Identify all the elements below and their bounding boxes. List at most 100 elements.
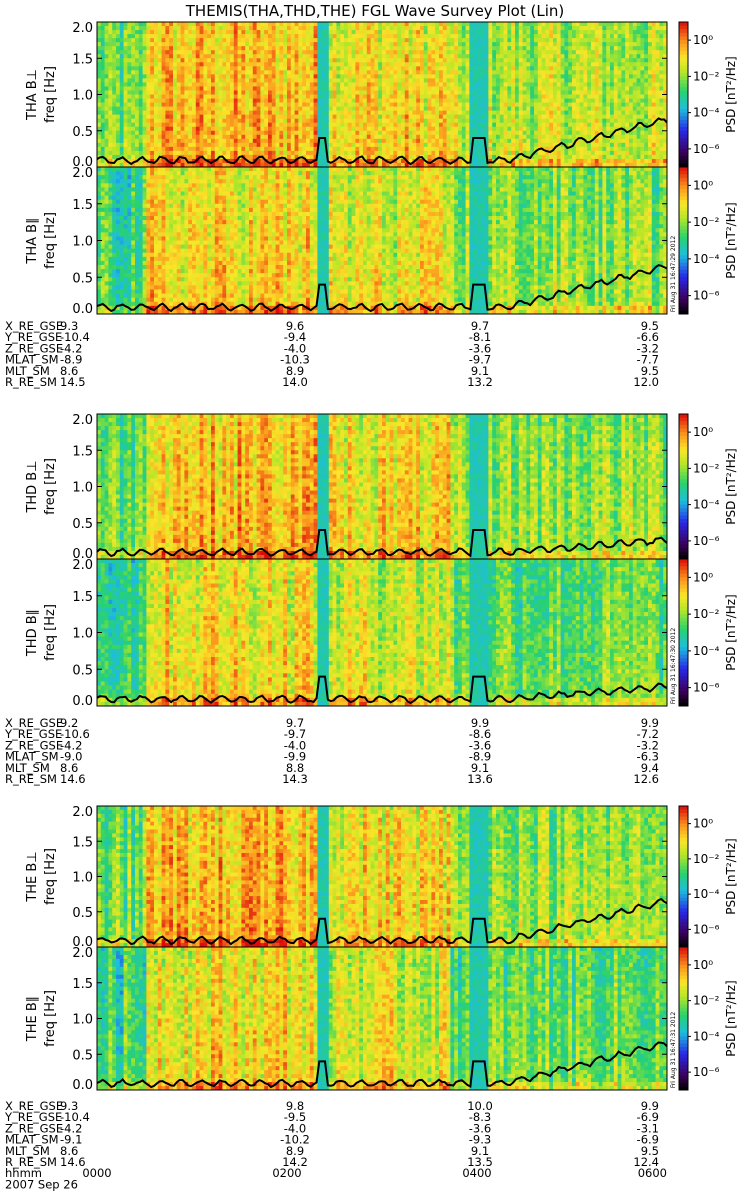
orbit-value: -9.7 xyxy=(284,727,306,741)
y-tick-label: 1.5 xyxy=(72,198,93,213)
orbit-value: 12.0 xyxy=(633,375,659,389)
spectrogram-panel-tha-bperp: 0.0 0.5 1.0 1.5 2.0 freq [Hz]THA B⊥ 10⁰ 10⁻² 10⁻… xyxy=(25,21,738,170)
orbit-value: 8.6 xyxy=(60,364,78,378)
y-axis-label: freq [Hz] xyxy=(43,212,58,269)
spectrogram-panel-the-bperp: 0.0 0.5 1.0 1.5 2.0 freq [Hz]THE B⊥ 10⁰ 10⁻² 10⁻… xyxy=(25,805,738,950)
colorbar-tick-label: 10⁻⁶ xyxy=(693,681,720,695)
panel-label: THA B∥ xyxy=(25,217,40,264)
orbit-value: -6.9 xyxy=(637,1110,659,1124)
time-tick-label: 0400 xyxy=(462,1166,491,1180)
orbit-value: 9.6 xyxy=(286,319,304,333)
orbit-row-name: MLAT_SM xyxy=(5,1133,59,1147)
orbit-value: -3.1 xyxy=(637,1121,659,1135)
y-tick-label: 1.5 xyxy=(72,835,93,850)
orbit-row-name: Z_RE_GSE xyxy=(5,1121,63,1135)
y-tick-label: 0.0 xyxy=(72,1078,93,1093)
colorbar-tick-label: 10⁻² xyxy=(693,215,720,229)
orbit-row-name: R_RE_SM xyxy=(5,375,57,389)
colorbar-tick-label: 10⁻⁶ xyxy=(693,289,720,303)
orbit-value: 12.4 xyxy=(633,1155,659,1169)
orbit-value: 10.0 xyxy=(467,1099,493,1113)
orbit-value: -6.3 xyxy=(637,750,659,764)
date-label: 2007 Sep 26 xyxy=(5,1178,78,1192)
y-tick-label: 0.5 xyxy=(72,906,93,921)
time-axis-labels: hhmm 0000 0200 0400 0600 2007 Sep 26 xyxy=(5,1166,667,1192)
colorbar: 10⁰ 10⁻² 10⁻⁴ 10⁻⁶ PSD [nT²/Hz] xyxy=(678,166,738,315)
spectrogram-panel-thd-bperp: 0.0 0.5 1.0 1.5 2.0 freq [Hz]THD B⊥ 10⁰ 10⁻² 10⁻… xyxy=(25,413,738,562)
orbit-value: -9.7 xyxy=(469,353,491,367)
spectrogram-panel-thd-bpar: 0.0 0.5 1.0 1.5 2.0 freq [Hz]THD B∥ 10⁰ 10⁻² 10⁻… xyxy=(25,558,738,709)
orbit-value: -3.6 xyxy=(469,1121,491,1135)
orbit-value: -9.0 xyxy=(60,750,82,764)
orbit-row-name: R_RE_SM xyxy=(5,772,57,786)
cutoff-trace-line xyxy=(96,897,668,946)
y-tick-label: 2.0 xyxy=(72,166,93,181)
orbit-value: 9.1 xyxy=(471,1144,489,1158)
orbit-value: -9.4 xyxy=(284,330,306,344)
orbit-value: -7.7 xyxy=(637,353,659,367)
y-axis-label: freq [Hz] xyxy=(43,848,58,905)
orbit-value: 9.7 xyxy=(471,319,489,333)
y-tick-label: 1.0 xyxy=(72,1013,93,1028)
colorbar-tick-label: 10⁻² xyxy=(693,852,720,866)
y-axis-label: freq [Hz] xyxy=(43,604,58,661)
y-tick-label: 1.0 xyxy=(72,89,93,104)
orbit-value: -6.9 xyxy=(637,1133,659,1147)
plot-timestamp: Fri Aug 31 16:47:29 2012 xyxy=(670,236,677,313)
colorbar-label: PSD [nT²/Hz] xyxy=(724,594,738,670)
y-tick-label: 0.0 xyxy=(72,935,93,950)
orbit-value: 9.5 xyxy=(641,364,659,378)
plot-timestamp: Fri Aug 31 16:47:30 2012 xyxy=(670,628,677,705)
colorbar-tick-label: 10⁰ xyxy=(693,570,713,584)
cutoff-trace-line xyxy=(96,529,668,558)
orbit-value: -10.4 xyxy=(60,330,90,344)
orbit-value: 9.5 xyxy=(641,319,659,333)
orbit-value: -3.2 xyxy=(637,738,659,752)
colorbar-tick-label: 10⁰ xyxy=(693,178,713,192)
colorbar-tick-label: 10⁰ xyxy=(693,958,713,972)
colorbar-tick-label: 10⁻⁶ xyxy=(693,922,720,936)
orbit-value: -10.2 xyxy=(280,1133,310,1147)
orbit-row-name: X_RE_GSE xyxy=(5,716,63,730)
orbit-value: 12.6 xyxy=(633,772,659,786)
orbit-row-name: MLT_SM xyxy=(5,1144,50,1158)
colorbar-tick-label: 10⁻² xyxy=(693,461,720,475)
colorbar: 10⁰ 10⁻² 10⁻⁴ 10⁻⁶ PSD [nT²/Hz] xyxy=(678,946,738,1091)
colorbar-tick-label: 10⁻⁶ xyxy=(693,1065,720,1079)
orbit-value: 9.2 xyxy=(60,716,78,730)
y-tick-label: 0.5 xyxy=(72,1048,93,1063)
colorbar-tick-label: 10⁰ xyxy=(693,33,713,47)
orbit-value: -10.6 xyxy=(60,727,90,741)
colorbar-tick-label: 10⁻⁴ xyxy=(693,644,720,658)
orbit-value: 14.5 xyxy=(60,375,86,389)
y-tick-label: 2.0 xyxy=(72,805,93,820)
orbit-value: 8.9 xyxy=(286,364,304,378)
colorbar-tick-label: 10⁰ xyxy=(693,817,713,831)
orbit-value: -3.6 xyxy=(469,341,491,355)
panel-label: THD B∥ xyxy=(25,609,40,657)
colorbar-label: PSD [nT²/Hz] xyxy=(724,838,738,914)
colorbar-label: PSD [nT²/Hz] xyxy=(724,202,738,278)
orbit-value: -9.3 xyxy=(469,1133,491,1147)
panel-label: THA B⊥ xyxy=(25,69,40,121)
y-tick-label: 1.5 xyxy=(72,977,93,992)
colorbar: 10⁰ 10⁻² 10⁻⁴ 10⁻⁶ PSD [nT²/Hz] xyxy=(678,21,738,168)
orbit-value: 9.1 xyxy=(471,364,489,378)
orbit-value: -10.4 xyxy=(60,1110,90,1124)
orbit-value: 9.9 xyxy=(471,716,489,730)
orbit-value: 14.3 xyxy=(282,772,308,786)
orbit-value: 14.6 xyxy=(60,772,86,786)
orbit-row-name: X_RE_GSE xyxy=(5,1099,63,1113)
colorbar-label: PSD [nT²/Hz] xyxy=(724,448,738,524)
colorbar: 10⁰ 10⁻² 10⁻⁴ 10⁻⁶ PSD [nT²/Hz] xyxy=(678,805,738,948)
colorbar: 10⁰ 10⁻² 10⁻⁴ 10⁻⁶ PSD [nT²/Hz] xyxy=(678,413,738,560)
figure-title: THEMIS(THA,THD,THE) FGL Wave Survey Plot… xyxy=(185,2,564,20)
orbit-value: 8.8 xyxy=(286,761,304,775)
time-tick-label: 0200 xyxy=(272,1166,301,1180)
orbit-value: 9.9 xyxy=(641,1099,659,1113)
orbit-value: -3.6 xyxy=(469,738,491,752)
y-tick-label: 1.5 xyxy=(72,590,93,605)
orbit-value: -4.0 xyxy=(284,738,306,752)
